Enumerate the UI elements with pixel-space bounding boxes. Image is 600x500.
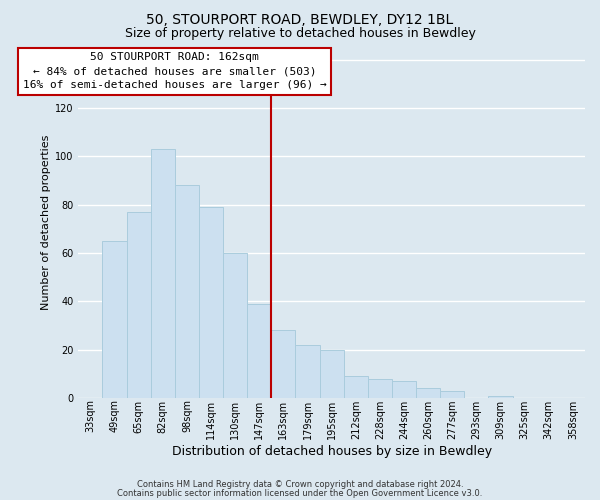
Bar (295, 345, 320, 398)
Bar (103, 241, 127, 398)
Bar (416, 388, 440, 398)
X-axis label: Distribution of detached houses by size in Bewdley: Distribution of detached houses by size … (172, 444, 492, 458)
Text: 50, STOURPORT ROAD, BEWDLEY, DY12 1BL: 50, STOURPORT ROAD, BEWDLEY, DY12 1BL (146, 12, 454, 26)
Bar (247, 304, 271, 398)
Bar (223, 253, 247, 398)
Bar (440, 391, 464, 398)
Text: Contains HM Land Registry data © Crown copyright and database right 2024.: Contains HM Land Registry data © Crown c… (137, 480, 463, 489)
Y-axis label: Number of detached properties: Number of detached properties (41, 135, 51, 310)
Bar (392, 381, 416, 398)
Text: Size of property relative to detached houses in Bewdley: Size of property relative to detached ho… (125, 28, 475, 40)
Bar (271, 330, 295, 398)
Bar (368, 378, 392, 398)
Bar (199, 207, 223, 398)
Bar (488, 396, 512, 398)
Bar (127, 212, 151, 398)
Bar (151, 149, 175, 398)
Text: 50 STOURPORT ROAD: 162sqm
← 84% of detached houses are smaller (503)
16% of semi: 50 STOURPORT ROAD: 162sqm ← 84% of detac… (23, 52, 326, 90)
Bar (175, 186, 199, 398)
Text: Contains public sector information licensed under the Open Government Licence v3: Contains public sector information licen… (118, 488, 482, 498)
Bar (344, 376, 368, 398)
Bar (320, 350, 344, 398)
